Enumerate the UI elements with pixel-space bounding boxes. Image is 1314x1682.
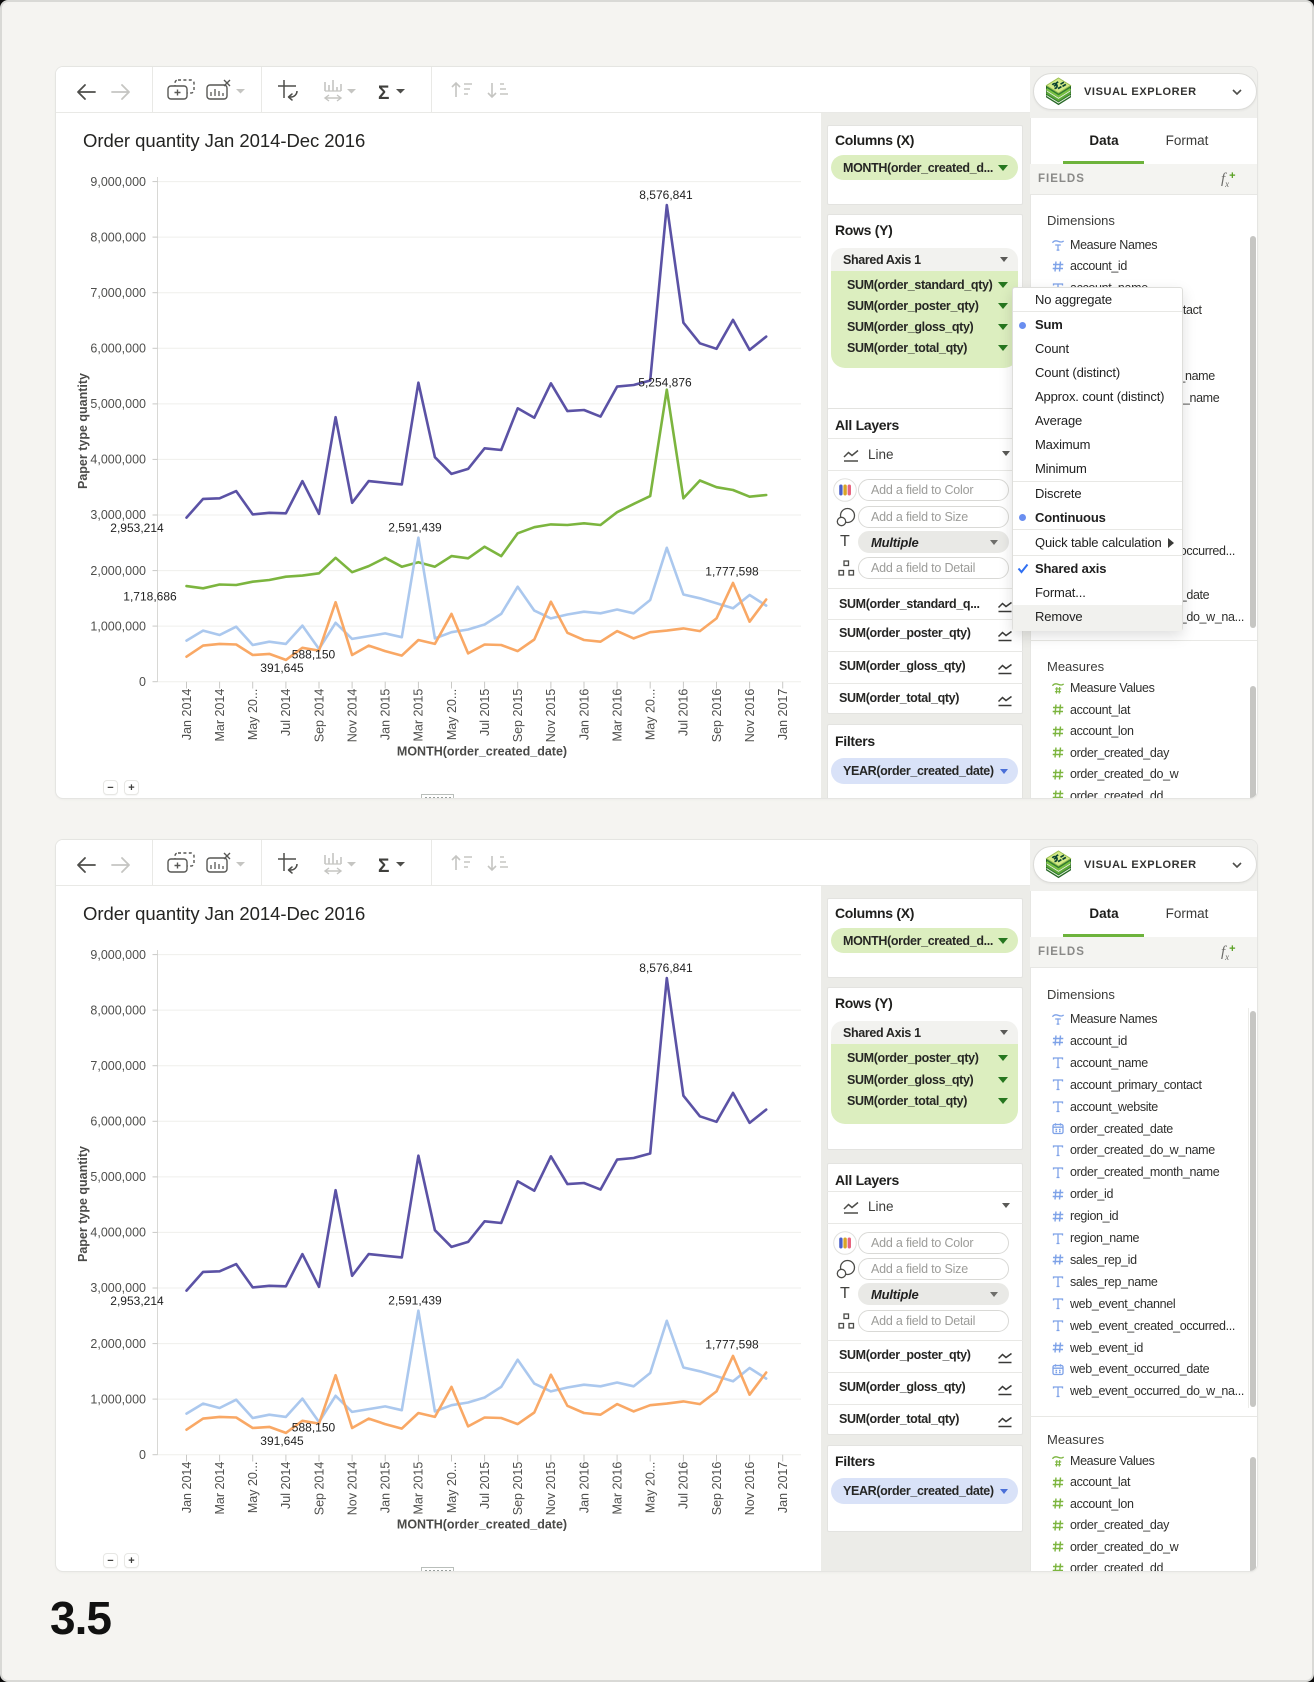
svg-text:5,000,000: 5,000,000 — [90, 397, 146, 411]
svg-text:2,591,439: 2,591,439 — [388, 521, 442, 535]
svg-text:5,254,876: 5,254,876 — [638, 376, 692, 390]
svg-text:Nov 2015: Nov 2015 — [544, 1462, 558, 1516]
svg-text:7,000,000: 7,000,000 — [90, 286, 146, 300]
svg-text:0: 0 — [139, 1448, 146, 1462]
svg-text:588,150: 588,150 — [292, 647, 336, 661]
svg-text:0: 0 — [139, 675, 146, 689]
svg-text:May 20...: May 20... — [445, 689, 459, 740]
svg-text:4,000,000: 4,000,000 — [90, 1226, 146, 1240]
svg-text:MONTH(order_created_date): MONTH(order_created_date) — [397, 1518, 567, 1532]
svg-text:1,000,000: 1,000,000 — [90, 619, 146, 633]
svg-text:May 20...: May 20... — [644, 689, 658, 740]
svg-text:Jan 2014: Jan 2014 — [180, 1462, 194, 1513]
svg-text:2,000,000: 2,000,000 — [90, 1337, 146, 1351]
svg-text:May 20...: May 20... — [246, 689, 260, 740]
svg-text:Paper type quantity: Paper type quantity — [76, 373, 90, 489]
svg-text:Mar 2014: Mar 2014 — [213, 1462, 227, 1515]
svg-text:4,000,000: 4,000,000 — [90, 453, 146, 467]
svg-text:391,645: 391,645 — [260, 1434, 304, 1448]
svg-text:1,718,686: 1,718,686 — [123, 590, 177, 604]
svg-text:Jan 2016: Jan 2016 — [577, 689, 591, 740]
svg-text:Jan 2016: Jan 2016 — [577, 1462, 591, 1513]
svg-text:8,000,000: 8,000,000 — [90, 230, 146, 244]
svg-text:Nov 2014: Nov 2014 — [345, 1462, 359, 1516]
svg-text:Sep 2015: Sep 2015 — [511, 689, 525, 743]
svg-text:2,953,214: 2,953,214 — [110, 1294, 164, 1308]
svg-text:May 20...: May 20... — [246, 1462, 260, 1513]
svg-text:Σ: Σ — [378, 856, 389, 877]
svg-text:2,591,439: 2,591,439 — [388, 1294, 442, 1308]
svg-text:6,000,000: 6,000,000 — [90, 342, 146, 356]
svg-text:8,576,841: 8,576,841 — [639, 961, 693, 975]
svg-text:1,000,000: 1,000,000 — [90, 1392, 146, 1406]
svg-text:MONTH(order_created_date): MONTH(order_created_date) — [397, 745, 567, 759]
svg-text:Mar 2015: Mar 2015 — [412, 1462, 426, 1515]
svg-text:May 20...: May 20... — [445, 1462, 459, 1513]
svg-text:Jan 2015: Jan 2015 — [379, 689, 393, 740]
svg-text:Nov 2014: Nov 2014 — [345, 689, 359, 743]
svg-text:Jan 2015: Jan 2015 — [379, 1462, 393, 1513]
svg-text:6,000,000: 6,000,000 — [90, 1115, 146, 1129]
svg-text:Sep 2015: Sep 2015 — [511, 1462, 525, 1516]
svg-text:2,000,000: 2,000,000 — [90, 564, 146, 578]
svg-text:Mar 2014: Mar 2014 — [213, 689, 227, 742]
svg-text:Jul 2014: Jul 2014 — [279, 689, 293, 736]
svg-text:Jul 2014: Jul 2014 — [279, 1462, 293, 1509]
svg-text:Jul 2015: Jul 2015 — [478, 689, 492, 736]
svg-text:Jul 2015: Jul 2015 — [478, 1462, 492, 1509]
svg-text:Mar 2016: Mar 2016 — [610, 1462, 624, 1515]
svg-text:9,000,000: 9,000,000 — [90, 948, 146, 962]
svg-text:Jan 2014: Jan 2014 — [180, 689, 194, 740]
svg-text:Nov 2016: Nov 2016 — [743, 1462, 757, 1516]
svg-text:Jul 2016: Jul 2016 — [677, 689, 691, 736]
svg-text:1,777,598: 1,777,598 — [705, 565, 759, 579]
svg-text:Paper type quantity: Paper type quantity — [76, 1146, 90, 1262]
svg-text:Nov 2016: Nov 2016 — [743, 689, 757, 743]
svg-text:8,576,841: 8,576,841 — [639, 188, 693, 202]
svg-text:8,000,000: 8,000,000 — [90, 1003, 146, 1017]
svg-text:Sep 2016: Sep 2016 — [710, 689, 724, 743]
svg-text:9,000,000: 9,000,000 — [90, 175, 146, 189]
svg-text:3,000,000: 3,000,000 — [90, 508, 146, 522]
svg-text:588,150: 588,150 — [292, 1420, 336, 1434]
svg-text:Jan 2017: Jan 2017 — [776, 689, 790, 740]
svg-text:2,953,214: 2,953,214 — [110, 521, 164, 535]
svg-text:Jan 2017: Jan 2017 — [776, 1462, 790, 1513]
svg-text:5,000,000: 5,000,000 — [90, 1170, 146, 1184]
svg-text:7,000,000: 7,000,000 — [90, 1059, 146, 1073]
svg-text:Sep 2016: Sep 2016 — [710, 1462, 724, 1516]
svg-text:Mar 2015: Mar 2015 — [412, 689, 426, 742]
svg-text:Nov 2015: Nov 2015 — [544, 689, 558, 743]
svg-text:Mar 2016: Mar 2016 — [610, 689, 624, 742]
svg-text:Σ: Σ — [378, 83, 389, 104]
svg-text:1,777,598: 1,777,598 — [705, 1338, 759, 1352]
svg-text:391,645: 391,645 — [260, 661, 304, 675]
svg-text:3,000,000: 3,000,000 — [90, 1281, 146, 1295]
svg-text:Sep 2014: Sep 2014 — [312, 1462, 326, 1516]
svg-text:Jul 2016: Jul 2016 — [677, 1462, 691, 1509]
svg-text:May 20...: May 20... — [644, 1462, 658, 1513]
svg-text:Sep 2014: Sep 2014 — [312, 689, 326, 743]
